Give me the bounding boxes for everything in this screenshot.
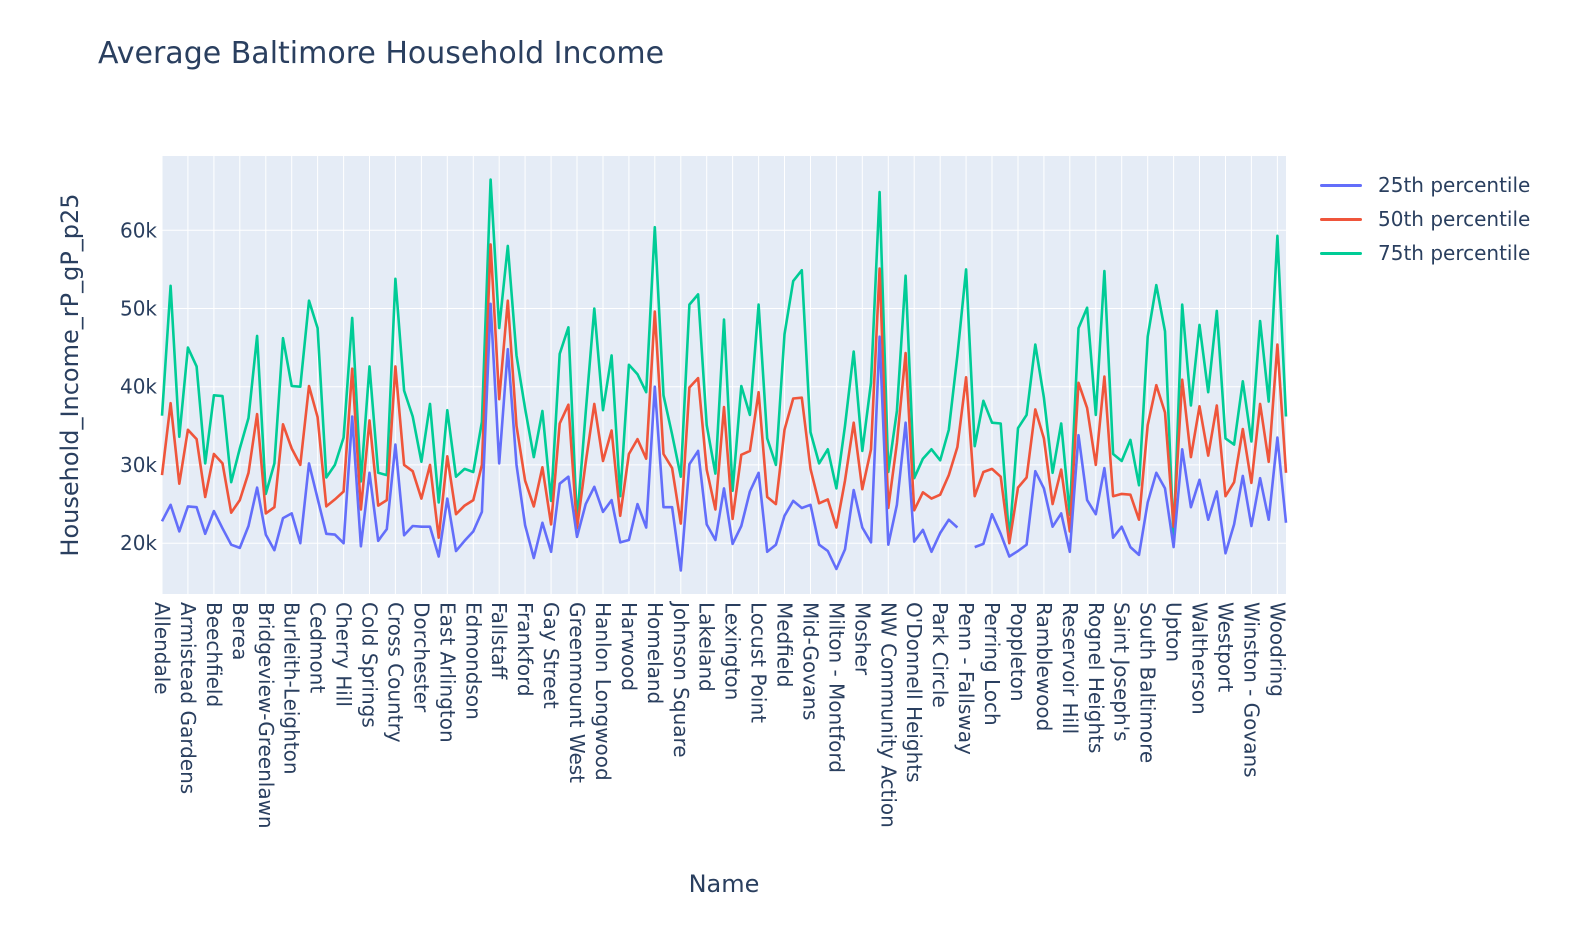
x-axis-ticks: Allendale Armistead Gardens Beechfield Bere… <box>150 600 1289 829</box>
x-tick-label: Ramblewood <box>1032 602 1056 731</box>
legend-label: 75th percentile <box>1378 241 1531 265</box>
x-tick-label: Rognel Heights <box>1084 602 1108 753</box>
data-series <box>160 178 1288 572</box>
series-line-50th <box>160 243 1288 545</box>
x-tick-label: Milton - Montford <box>824 602 848 773</box>
x-tick-label: Cedmont <box>306 602 330 693</box>
x-tick-label: Park Circle <box>928 602 952 708</box>
x-tick-label: Cross Country <box>383 602 407 743</box>
x-tick-label: Dorchester <box>409 602 433 713</box>
x-tick-label: Homeland <box>643 602 667 704</box>
legend-label: 25th percentile <box>1378 173 1531 197</box>
x-tick-label: Allendale <box>150 602 174 695</box>
y-tick-label: 60k <box>120 218 157 242</box>
x-tick-label: Edmondson <box>461 602 485 720</box>
x-tick-label: Beechfield <box>202 602 226 707</box>
x-tick-label: Cherry Hill <box>332 602 356 707</box>
x-tick-label: Greenmount West <box>565 602 589 783</box>
x-tick-label: Reservoir Hill <box>1058 602 1082 734</box>
x-tick-label: Perring Loch <box>980 602 1004 726</box>
x-tick-label: Saint Joseph's <box>1110 602 1134 742</box>
x-tick-label: Mosher <box>850 602 874 676</box>
x-tick-label: NW Community Action <box>876 602 900 828</box>
legend: 25th percentile 50th percentile 75th perce… <box>1320 168 1530 270</box>
x-tick-label: Lexington <box>721 602 745 700</box>
y-axis-ticks: 20k 30k 40k 50k 60k <box>120 218 157 555</box>
x-tick-label: Waltherson <box>1188 602 1212 715</box>
y-tick-label: 40k <box>120 375 157 399</box>
x-tick-label: Burleith-Leighton <box>280 602 304 775</box>
plot-background <box>162 156 1286 594</box>
legend-label: 50th percentile <box>1378 207 1531 231</box>
x-tick-label: Medfield <box>773 602 797 687</box>
x-tick-label: Berea <box>228 602 252 660</box>
legend-item[interactable]: 50th percentile <box>1320 202 1530 236</box>
legend-item[interactable]: 75th percentile <box>1320 236 1530 270</box>
x-tick-label: Poppleton <box>1006 602 1030 702</box>
x-tick-label: East Arlington <box>435 602 459 743</box>
x-tick-label: South Baltimore <box>1136 602 1160 763</box>
x-tick-label: Frankford <box>513 602 537 697</box>
y-tick-label: 50k <box>120 297 157 321</box>
x-tick-label: Fallstaff <box>487 602 511 681</box>
x-axis-title: Name <box>689 870 760 898</box>
series-line-75th <box>160 178 1288 542</box>
chart-title: Average Baltimore Household Income <box>98 36 665 71</box>
x-tick-label: Cold Springs <box>358 602 382 728</box>
x-tick-label: Westport <box>1214 602 1238 692</box>
x-tick-label: Gay Street <box>539 602 563 709</box>
x-tick-label: Upton <box>1162 602 1186 662</box>
x-tick-label: Woodring <box>1265 602 1289 697</box>
x-tick-label: Johnson Square <box>669 600 693 758</box>
legend-item[interactable]: 25th percentile <box>1320 168 1530 202</box>
x-tick-label: Penn - Fallsway <box>954 602 978 755</box>
y-tick-label: 30k <box>120 453 157 477</box>
x-tick-label: Mid-Govans <box>799 602 823 720</box>
legend-swatch <box>1320 251 1362 255</box>
x-tick-label: O'Donnell Heights <box>902 602 926 783</box>
x-tick-label: Lakeland <box>695 602 719 692</box>
series-line-25th <box>160 302 1288 572</box>
x-tick-label: Winston - Govans <box>1239 602 1263 778</box>
x-tick-label: Armistead Gardens <box>176 602 200 794</box>
legend-swatch <box>1320 183 1362 187</box>
y-axis-title: Household_Income_rP_gP_p25 <box>56 193 84 556</box>
x-tick-label: Bridgeview-Greenlawn <box>254 602 278 829</box>
y-tick-label: 20k <box>120 531 157 555</box>
legend-swatch <box>1320 217 1362 221</box>
x-tick-label: Harwood <box>617 602 641 691</box>
x-tick-label: Locust Point <box>747 602 771 723</box>
x-tick-label: Hanlon Longwood <box>591 602 615 781</box>
